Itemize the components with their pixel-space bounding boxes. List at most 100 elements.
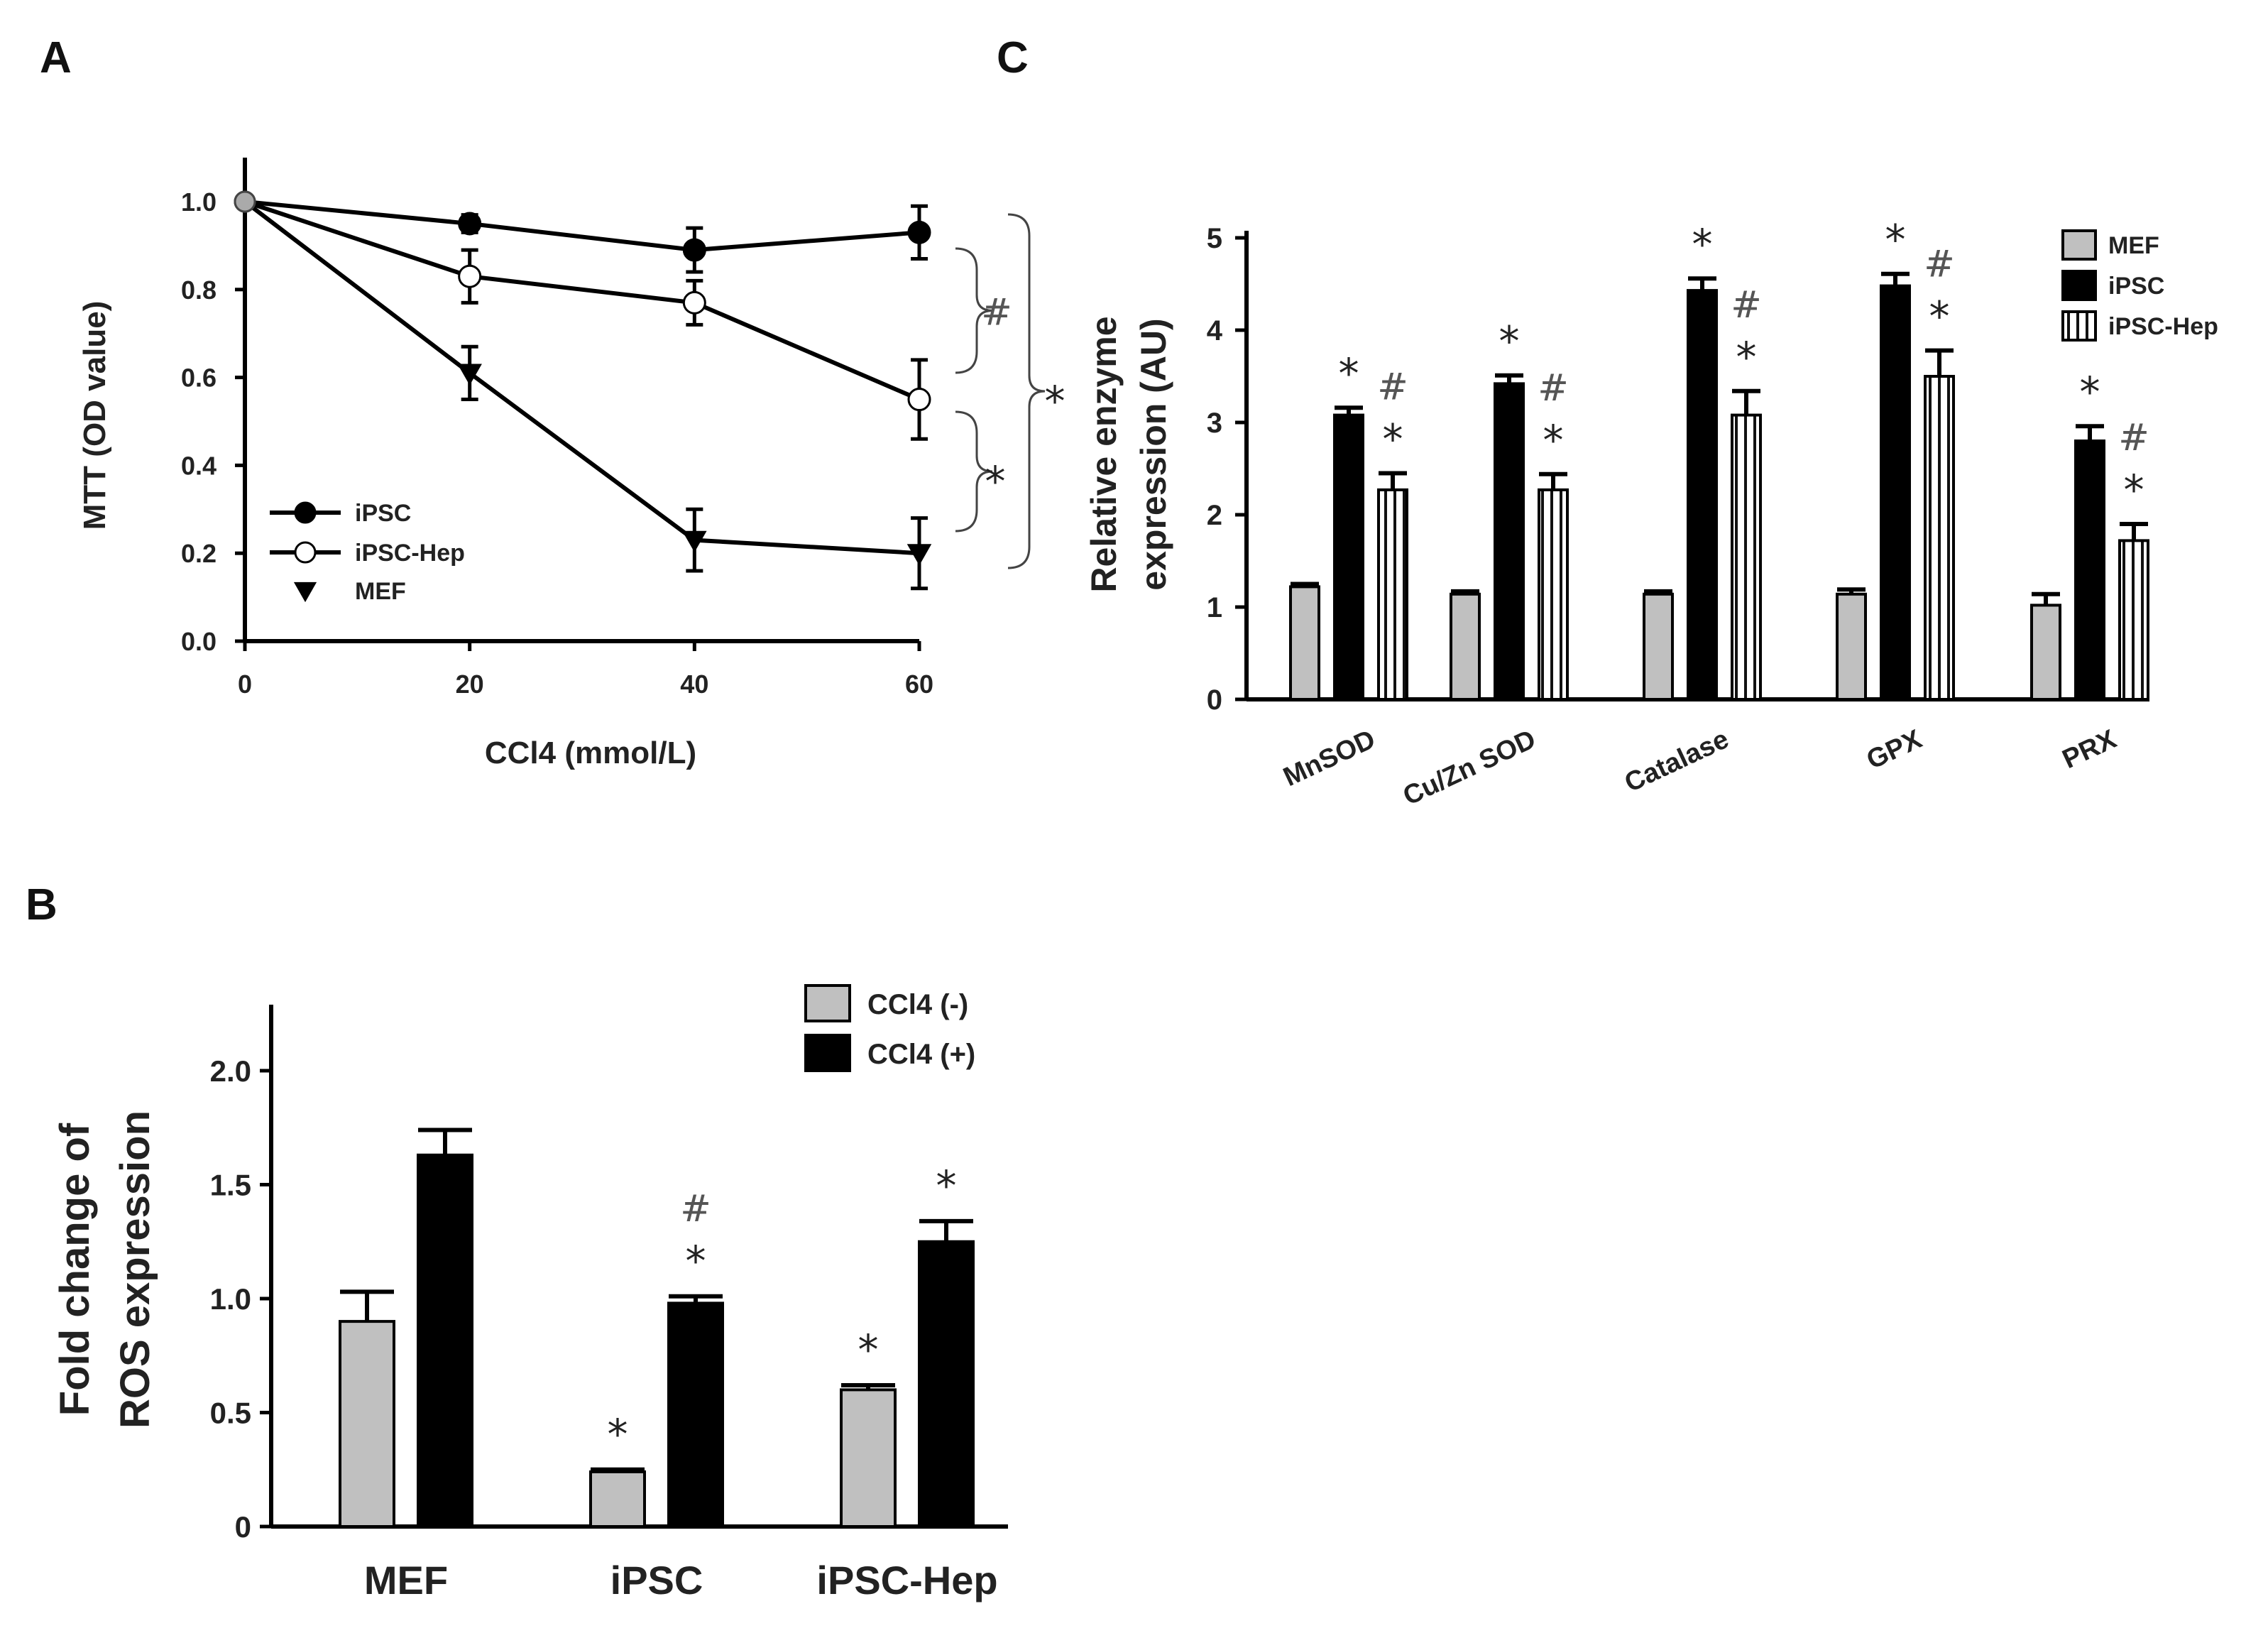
panel-c-gpx-ipsc-star-mark: * bbox=[1885, 216, 1906, 264]
panel-a-legend-label-ipsc-hep: iPSC-Hep bbox=[355, 540, 465, 567]
panel-b-y-tick-label: 1.5 bbox=[210, 1169, 251, 1202]
panel-b-bar-ipsc-hep-ccl4-minus bbox=[840, 1388, 897, 1529]
panel-a-mef-line bbox=[243, 200, 920, 556]
panel-a-bracket-ipsc-vs-ipsc-hep bbox=[955, 247, 993, 374]
panel-a-ipsc-point bbox=[458, 212, 482, 236]
panel-b-error-bar-ipsc-hep-ccl4-plus bbox=[919, 1218, 973, 1242]
panel-c-legend-label-mef: MEF bbox=[2108, 232, 2159, 259]
panel-c-bar-catalase-mef bbox=[1643, 592, 1674, 701]
panel-a-mef-point bbox=[682, 530, 707, 552]
panel-b-legend-swatch-ccl4-minus bbox=[804, 984, 851, 1022]
panel-b-ipsc-ccl4-minus-star-mark: * bbox=[608, 1410, 628, 1458]
panel-b-y-tick-label: 1.0 bbox=[210, 1282, 251, 1316]
panel-a-bracket-ipsc-vs-mef bbox=[1007, 213, 1046, 569]
panel-c-error-bar-catalase-mef bbox=[1644, 589, 1672, 594]
panel-c-legend-label-ipsc: iPSC bbox=[2108, 273, 2164, 300]
panel-c-error-bar-cu-zn-sod-ipsc-hep bbox=[1539, 471, 1567, 490]
panel-c-y-tick-label: 4 bbox=[1207, 315, 1223, 346]
panel-c-mnsod-ipsc-hep-hash-mark: # bbox=[1377, 366, 1408, 409]
panel-c-legend-swatch-ipsc bbox=[2061, 270, 2097, 301]
panel-c-gpx-ipsc-hep-star-mark: * bbox=[1929, 293, 1950, 341]
panel-a-y-tick-label: 1.0 bbox=[181, 187, 217, 217]
panel-c-error-bar-mnsod-mef bbox=[1291, 582, 1319, 587]
panel-a: A 0.0 0.2 0.4 0.6 0.8 1.0 0 20 40 60 CCl4 (mmol/L… bbox=[40, 33, 1065, 770]
panel-c-y-tick-label: 1 bbox=[1207, 592, 1222, 623]
panel-a-ipsc-point bbox=[682, 238, 706, 262]
panel-a-ipsc-hep-line bbox=[244, 200, 921, 402]
panel-c-letter: C bbox=[997, 33, 1029, 82]
panel-a-legend-marker-mef bbox=[293, 582, 317, 603]
panel-a-y-axis-title: MTT (OD value) bbox=[77, 301, 112, 530]
panel-b-y-tick-label: 2.0 bbox=[210, 1054, 251, 1088]
panel-a-x-tick-label: 20 bbox=[456, 670, 484, 699]
panel-a-mef-point bbox=[906, 544, 932, 566]
panel-c: C 0 1 2 3 4 5 Relative enzyme expression (AU)… bbox=[997, 33, 2218, 812]
panel-b-bar-ipsc-ccl4-plus bbox=[667, 1301, 724, 1529]
panel-c-bar-prx-ipsc bbox=[2074, 439, 2105, 701]
panel-a-ipsc-point bbox=[907, 220, 931, 244]
panel-b-letter: B bbox=[26, 880, 57, 929]
panel-a-ipsc-line bbox=[244, 200, 920, 253]
panel-c-y-axis-title-line-1: Relative enzyme bbox=[1084, 316, 1124, 592]
panel-c-y-tick-label: 5 bbox=[1207, 223, 1222, 254]
panel-c-bar-mnsod-ipsc-hep bbox=[1377, 488, 1408, 701]
panel-c-y-tick-label: 2 bbox=[1207, 500, 1222, 531]
panel-a-y-tick-label: 0.0 bbox=[181, 627, 217, 656]
panel-a-legend-label-ipsc: iPSC bbox=[355, 500, 411, 527]
panel-c-bar-cu-zn-sod-ipsc bbox=[1494, 382, 1525, 701]
panel-c-y-tick-label: 3 bbox=[1207, 408, 1222, 439]
panel-b-ticks: 0 0.5 1.0 1.5 2.0 bbox=[210, 1054, 271, 1544]
panel-c-bar-mnsod-ipsc bbox=[1333, 413, 1364, 701]
panel-a-y-tick-label: 0.8 bbox=[181, 275, 217, 305]
panel-c-legend-swatch-mef bbox=[2061, 229, 2097, 261]
panel-c-gpx-ipsc-hep-hash-mark: # bbox=[1924, 244, 1955, 286]
panel-c-legend-label-ipsc-hep: iPSC-Hep bbox=[2108, 313, 2218, 340]
panel-a-legend-marker-ipsc bbox=[294, 501, 317, 524]
panel-a-x-tick-label: 0 bbox=[238, 670, 252, 699]
panel-c-error-bar-mnsod-ipsc-hep bbox=[1379, 471, 1407, 490]
panel-c-bar-gpx-ipsc-hep bbox=[1924, 375, 1955, 701]
panel-a-y-tick-label: 0.4 bbox=[181, 451, 217, 480]
panel-c-prx-ipsc-hep-hash-mark: # bbox=[2118, 417, 2149, 459]
panel-b-ipsc-hep-ccl4-plus-star-mark: * bbox=[936, 1162, 957, 1210]
panel-b-error-bar-ipsc-hep-ccl4-minus bbox=[841, 1382, 895, 1390]
panel-c-y-axis-title-line-2: expression (AU) bbox=[1134, 318, 1173, 590]
panel-b-error-bar-mef-ccl4-plus bbox=[418, 1128, 472, 1155]
panel-c-error-bar-catalase-ipsc bbox=[1688, 276, 1716, 291]
panel-c-error-bar-prx-ipsc-hep bbox=[2120, 522, 2148, 541]
panel-c-bar-prx-mef bbox=[2030, 604, 2061, 701]
panel-a-legend: iPSC iPSC-Hep MEF bbox=[270, 500, 465, 605]
panel-a-legend-label-mef: MEF bbox=[355, 578, 406, 605]
panel-a-ipsc-hep-point bbox=[682, 290, 706, 315]
panel-c-legend-swatch-ipsc-hep bbox=[2061, 310, 2097, 342]
panel-c-cu-zn-sod-ipsc-hep-star-mark: * bbox=[1543, 416, 1564, 464]
panel-c-bar-mnsod-mef bbox=[1289, 585, 1320, 701]
panel-b-category-label-mef: MEF bbox=[364, 1558, 448, 1602]
panel-a-series bbox=[234, 190, 932, 591]
panel-c-catalase-ipsc-hep-star-mark: * bbox=[1736, 333, 1757, 381]
panel-a-letter: A bbox=[40, 33, 72, 82]
panel-b-y-axis-title-line-2: ROS expression bbox=[112, 1110, 158, 1429]
panel-a-mef-point bbox=[234, 190, 256, 213]
panel-c-error-bar-gpx-ipsc-hep bbox=[1925, 348, 1954, 376]
panel-a-x-tick-label: 60 bbox=[905, 670, 933, 699]
panel-b-category-label-ipsc: iPSC bbox=[610, 1558, 703, 1602]
panel-c-ticks: 0 1 2 3 4 5 bbox=[1207, 223, 1247, 716]
panel-c-legend: MEF iPSC iPSC-Hep bbox=[2061, 229, 2218, 342]
panel-c-error-bar-cu-zn-sod-ipsc bbox=[1495, 373, 1523, 384]
panel-a-legend-marker-ipsc-hep bbox=[294, 541, 317, 564]
panel-a-ipsc-hep-point bbox=[907, 388, 931, 412]
panel-c-category-label-catalase: Catalase bbox=[1620, 724, 1733, 798]
panel-c-prx-ipsc-hep-star-mark: * bbox=[2124, 466, 2144, 514]
panel-a-mef-point bbox=[457, 364, 482, 386]
panel-b-y-axis-title-line-1: Fold change of bbox=[52, 1123, 98, 1416]
panel-a-bracket-star-mark: * bbox=[1045, 377, 1065, 425]
panel-c-category-label-gpx: GPX bbox=[1862, 724, 1927, 775]
panel-a-bracket-ipsc-hep-vs-mef bbox=[955, 410, 993, 533]
panel-b-bar-mef-ccl4-plus bbox=[417, 1153, 473, 1528]
panel-a-y-tick-label: 0.2 bbox=[181, 539, 217, 568]
panel-a-axes bbox=[243, 158, 919, 643]
panel-c-error-bar-gpx-mef bbox=[1837, 587, 1866, 594]
panel-b-bar-ipsc-ccl4-minus bbox=[589, 1470, 646, 1528]
